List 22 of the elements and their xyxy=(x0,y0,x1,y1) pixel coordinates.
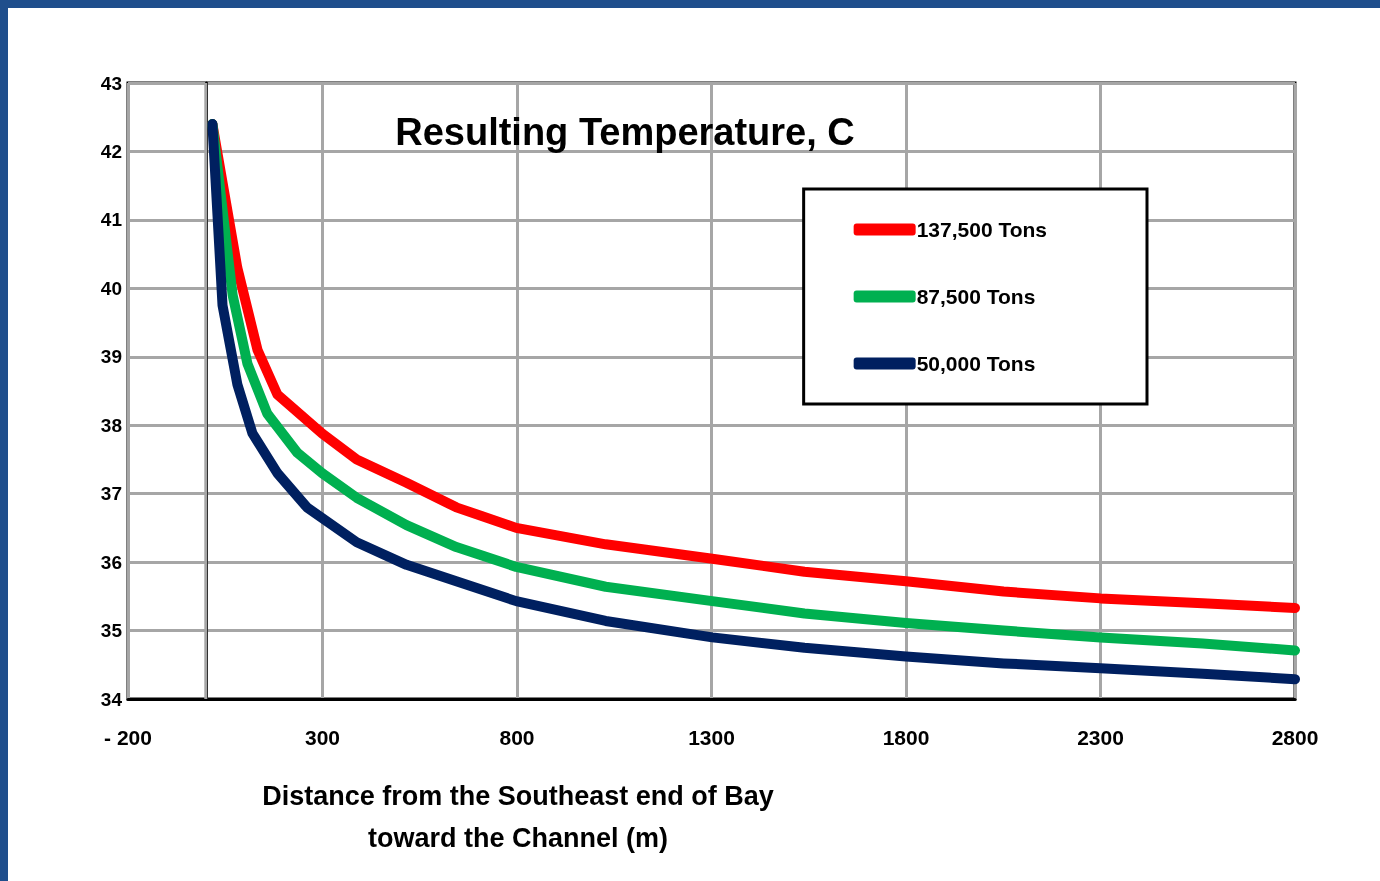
y-tick-label: 42 xyxy=(100,140,122,162)
text: Resulting Temperature, C xyxy=(395,111,855,153)
legend-label: 50,000 Tons xyxy=(916,352,1036,375)
y-tick-label: 37 xyxy=(100,483,122,505)
y-tick-label: 34 xyxy=(100,688,123,710)
y-tick-label: 43 xyxy=(100,72,122,94)
x-tick-label: 1300 xyxy=(688,726,735,749)
x-axis-title: Distance from the Southeast end of Bay toward the Channel (m) xyxy=(262,781,774,853)
y-tick-label: 35 xyxy=(100,620,123,642)
x-tick-label: - 200 xyxy=(104,726,152,749)
y-tick-label: 36 xyxy=(100,551,122,573)
legend-label: 137,500 Tons xyxy=(916,218,1048,241)
x-tick-label: 300 xyxy=(304,726,341,749)
legend-label: 87,500 Tons xyxy=(916,285,1036,308)
y-tick-label: 38 xyxy=(100,414,122,436)
y-tick-label: 41 xyxy=(100,209,123,231)
x-tick-label: 2300 xyxy=(1077,726,1124,749)
x-tick-label: 800 xyxy=(499,726,535,749)
x-tick-label: 1800 xyxy=(882,726,930,749)
y-tick-label: 40 xyxy=(100,277,122,299)
x-tick-label: 2800 xyxy=(1271,726,1319,749)
y-tick-label: 39 xyxy=(100,346,122,368)
